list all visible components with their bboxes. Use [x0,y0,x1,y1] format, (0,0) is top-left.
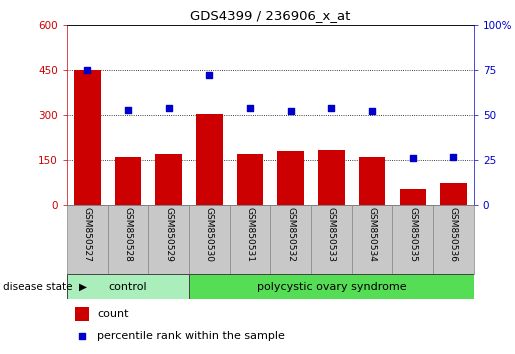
Text: disease state  ▶: disease state ▶ [3,282,87,292]
Text: GSM850533: GSM850533 [327,207,336,262]
Bar [278,151,304,205]
Bar [156,154,182,205]
Bar [433,205,474,274]
Text: GSM850529: GSM850529 [164,207,173,262]
Point [78,333,86,339]
Bar [189,205,230,274]
Point [205,73,214,78]
Point [124,107,132,113]
Bar [352,205,392,274]
Text: GSM850527: GSM850527 [83,207,92,262]
Bar [148,205,189,274]
Bar [75,307,89,320]
Point [409,155,417,161]
Bar [400,189,426,205]
Text: GSM850532: GSM850532 [286,207,295,262]
Text: GSM850535: GSM850535 [408,207,417,262]
Bar [67,205,108,274]
Text: count: count [97,309,129,319]
Text: GSM850536: GSM850536 [449,207,458,262]
Bar [189,274,474,299]
Bar [270,205,311,274]
Bar [359,156,385,205]
Bar [230,205,270,274]
Bar [108,205,148,274]
Bar [311,205,352,274]
Bar [440,183,467,205]
Text: percentile rank within the sample: percentile rank within the sample [97,331,285,341]
Bar [67,274,189,299]
Text: GSM850530: GSM850530 [205,207,214,262]
Point [368,109,376,114]
Point [286,109,295,114]
Bar [115,157,141,205]
Bar [318,150,345,205]
Text: polycystic ovary syndrome: polycystic ovary syndrome [256,282,406,292]
Point [165,105,173,111]
Point [328,105,336,111]
Point [83,67,92,73]
Bar [196,114,222,205]
Bar [392,205,433,274]
Point [246,105,254,111]
Text: control: control [109,282,147,292]
Text: GSM850528: GSM850528 [124,207,132,262]
Point [449,154,458,159]
Text: GSM850531: GSM850531 [246,207,254,262]
Bar [237,154,263,205]
Bar [74,70,100,205]
Title: GDS4399 / 236906_x_at: GDS4399 / 236906_x_at [190,9,351,22]
Text: GSM850534: GSM850534 [368,207,376,262]
